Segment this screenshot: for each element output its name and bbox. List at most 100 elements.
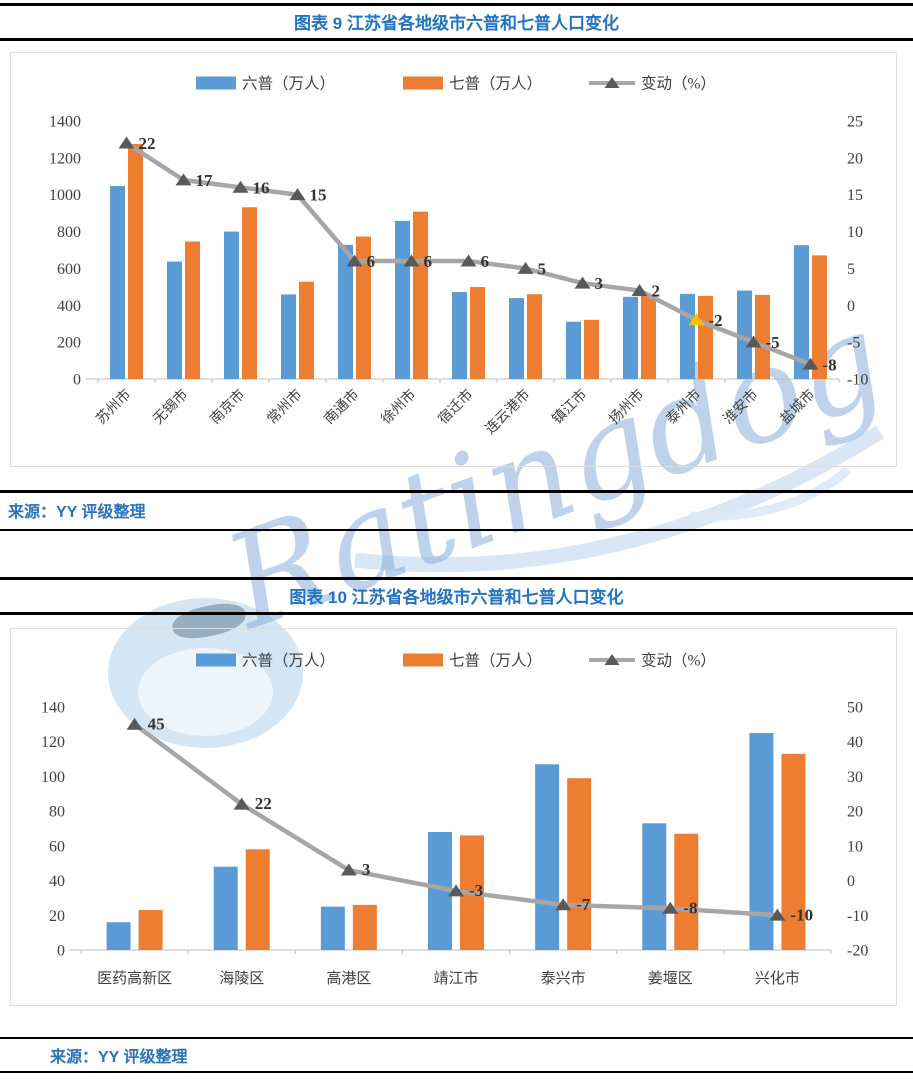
left-axis-tick-label: 1000 [49,187,81,204]
line-marker-triangle-icon [448,884,464,897]
data-label: -8 [823,355,837,374]
bar [527,294,542,379]
right-axis-tick-label: -10 [847,372,868,389]
legend: 六普（万人） 七普（万人） 变动（%） [196,75,716,93]
figure10-chart-svg: 六普（万人） 七普（万人） 变动（%）020406080100120140-20-1… [41,652,868,988]
figure9-title: 图表 9 江苏省各地级市六普和七普人口变化 [294,14,619,33]
bar [755,294,770,379]
line-marker-triangle-icon [346,254,363,267]
data-label: -10 [790,905,813,924]
legend-label: 七普（万人） [449,75,542,93]
bar [395,220,410,379]
x-axis-category-label: 盐城市 [777,386,819,428]
line-marker-triangle-icon [289,188,306,201]
data-label: -8 [683,898,697,917]
data-label: 15 [310,186,327,205]
left-axis-tick-label: 800 [57,224,81,241]
data-label: 17 [196,171,214,190]
data-label: 6 [481,252,490,271]
right-axis-tick-label: -10 [847,908,868,925]
bar [642,823,667,950]
legend-label: 变动（%） [641,652,716,670]
divider-rule [0,529,913,531]
line-markers: 22 17 16 15 6 6 6 5 3 2 -2 -5 -8 [118,134,837,374]
bar [185,241,200,379]
bar [413,211,428,379]
right-axis-tick-label: 50 [847,700,863,717]
right-axis-tick-label: 25 [847,114,863,131]
line-marker-triangle-icon [555,898,572,911]
data-label: -7 [576,895,591,914]
legend-swatch-icon [196,653,236,667]
divider-rule [0,612,913,615]
divider-rule [0,3,913,6]
line-marker-triangle-icon [403,254,420,267]
left-axis-tick-label: 80 [49,804,65,821]
data-label: -2 [709,311,723,330]
bar [452,292,467,379]
line-marker-triangle-icon [118,136,135,149]
x-axis-category-label: 医药高新区 [97,970,172,987]
right-axis-tick-label: 5 [847,261,855,278]
divider-rule [0,1037,913,1039]
data-label: 16 [253,178,270,197]
bar [352,904,377,950]
legend-label: 六普（万人） [242,652,335,670]
bar [338,244,353,379]
x-axis-category-label: 徐州市 [378,386,420,428]
bar [356,236,371,379]
line-marker-triangle-icon [126,717,143,730]
line-marker-triangle-icon [460,254,477,267]
right-axis-tick-label: 20 [847,804,863,821]
data-label: -5 [766,333,780,352]
divider-rule [0,1071,913,1073]
x-axis-category-label: 常州市 [264,386,306,428]
left-axis-tick-label: 100 [41,769,65,786]
x-axis-category-label: 连云港市 [482,386,534,438]
divider-rule [0,38,913,41]
x-axis-category-label: 淮安市 [720,386,762,428]
divider-rule [0,490,913,493]
x-axis-category-label: 无锡市 [150,386,192,428]
line-marker-triangle-icon [688,313,705,326]
line-marker-triangle-icon [631,283,648,296]
x-axis-category-label: 姜堰区 [648,970,693,987]
legend-swatch-icon [403,653,443,667]
bar [167,261,182,379]
bar [213,866,238,950]
line-marker-triangle-icon [340,863,357,876]
x-axis-category-label: 镇江市 [549,386,591,428]
legend-swatch-icon [403,76,443,90]
x-axis-category-label: 海陵区 [219,970,264,987]
x-axis-category-label: 泰州市 [663,386,705,428]
line-marker-triangle-icon [662,901,679,914]
data-label: 22 [139,134,156,153]
bar [106,922,131,950]
left-axis-tick-label: 1400 [49,114,81,131]
bar [737,290,752,379]
line-marker-triangle-icon [745,335,762,348]
line-markers: 45 22 3 -3 -7 -8 -10 [126,714,813,924]
legend-label: 六普（万人） [242,75,335,93]
category-labels: 苏州市 无锡市 南京市 常州市 南通市 徐州市 宿迁市 连云港市 镇江市 扬州市 泰州市 淮安市 盐城市 [93,386,819,438]
line-marker-triangle-icon [802,357,819,370]
bar [470,287,485,379]
bar [698,295,713,379]
bar [299,281,314,379]
category-labels: 医药高新区 海陵区 高港区 靖江市 泰兴市 姜堰区 兴化市 [97,970,800,987]
data-label: 6 [367,252,376,271]
figure10-title: 图表 10 江苏省各地级市六普和七普人口变化 [289,588,624,607]
bar [224,231,239,379]
x-axis-category-label: 泰兴市 [541,970,586,987]
bar [749,733,774,950]
right-axis-tick-label: 30 [847,769,863,786]
x-axis-category-label: 南通市 [321,386,363,428]
bar [812,255,827,379]
bar [128,144,143,379]
right-axis-tick-label: -5 [847,335,860,352]
right-axis-tick-label: 40 [847,734,863,751]
legend-label: 七普（万人） [449,652,542,670]
